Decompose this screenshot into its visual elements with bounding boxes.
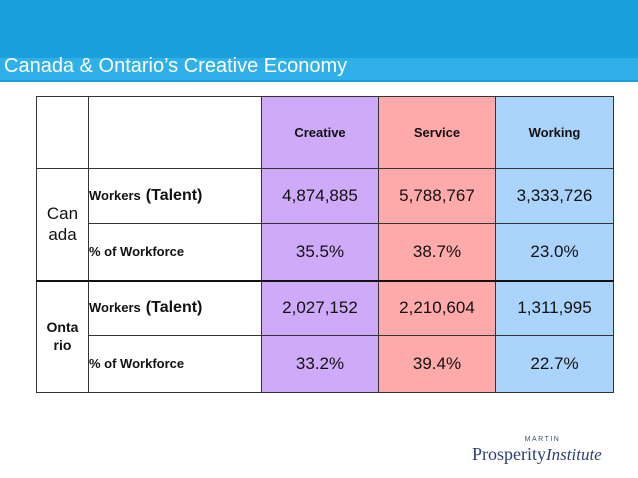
- table-row: % of Workforce 33.2% 39.4% 22.7%: [37, 335, 614, 393]
- value-cell: 35.5%: [261, 223, 379, 281]
- value-cell: 1,311,995: [495, 279, 614, 336]
- slide-title: Canada & Ontario’s Creative Economy: [4, 55, 348, 77]
- logo-word-institute: Institute: [546, 445, 602, 464]
- empty-corner-cell: [36, 96, 89, 169]
- value-cell: 38.7%: [378, 223, 496, 281]
- value-cell: 4,874,885: [261, 168, 379, 224]
- region-label-line: Onta: [46, 319, 79, 336]
- metric-label-cell: Workers (Talent): [88, 168, 262, 224]
- table-header-row: Creative Service Working: [36, 96, 614, 169]
- metric-label: Workers: [89, 300, 141, 316]
- metric-label-emphasis: (Talent): [145, 299, 203, 317]
- value-cell: 2,210,604: [378, 279, 496, 336]
- region-label-line: rio: [53, 336, 72, 353]
- value-cell: 23.0%: [495, 223, 614, 281]
- logo-top-text: MARTIN: [524, 436, 561, 443]
- metric-label-emphasis: (Talent): [145, 187, 203, 204]
- value-cell: 39.4%: [378, 335, 496, 393]
- metric-label-cell: % of Workforce: [88, 223, 262, 281]
- value-cell: 2,027,152: [261, 279, 379, 336]
- table-row: Can ada Workers (Talent) 4,874,885 5,788,…: [36, 168, 614, 281]
- creative-economy-table: Creative Service Working Can ada Workers…: [36, 96, 614, 393]
- value-cell: 5,788,767: [378, 168, 496, 224]
- value-cell: 33.2%: [261, 335, 379, 393]
- metric-label: Workers: [89, 188, 141, 203]
- region-label-line: ada: [48, 225, 77, 245]
- table-row: Onta rio Workers (Talent) 2,027,152 2,210…: [36, 279, 614, 393]
- empty-metric-header-cell: [88, 96, 262, 169]
- martin-prosperity-institute-logo: MARTIN ProsperityInstitute: [470, 436, 615, 470]
- region-label-line: Can: [46, 204, 79, 223]
- metric-label-cell: Workers (Talent): [88, 279, 262, 336]
- value-cell: 3,333,726: [495, 168, 614, 224]
- value-cell: 22.7%: [495, 335, 614, 393]
- column-header-creative: Creative: [261, 96, 379, 169]
- region-cell-ontario: Onta rio: [36, 279, 89, 393]
- metric-label: % of Workforce: [89, 243, 185, 259]
- column-header-working: Working: [495, 96, 614, 169]
- metric-label-cell: % of Workforce: [88, 335, 262, 393]
- column-header-service: Service: [378, 96, 496, 169]
- logo-word-prosperity: Prosperity: [472, 444, 546, 464]
- table-row: % of Workforce 35.5% 38.7% 23.0%: [37, 223, 614, 281]
- header-stripe: [0, 58, 638, 80]
- region-cell-canada: Can ada: [36, 168, 89, 281]
- metric-label: % of Workforce: [89, 356, 185, 371]
- logo-main-text: ProsperityInstitute: [472, 444, 602, 465]
